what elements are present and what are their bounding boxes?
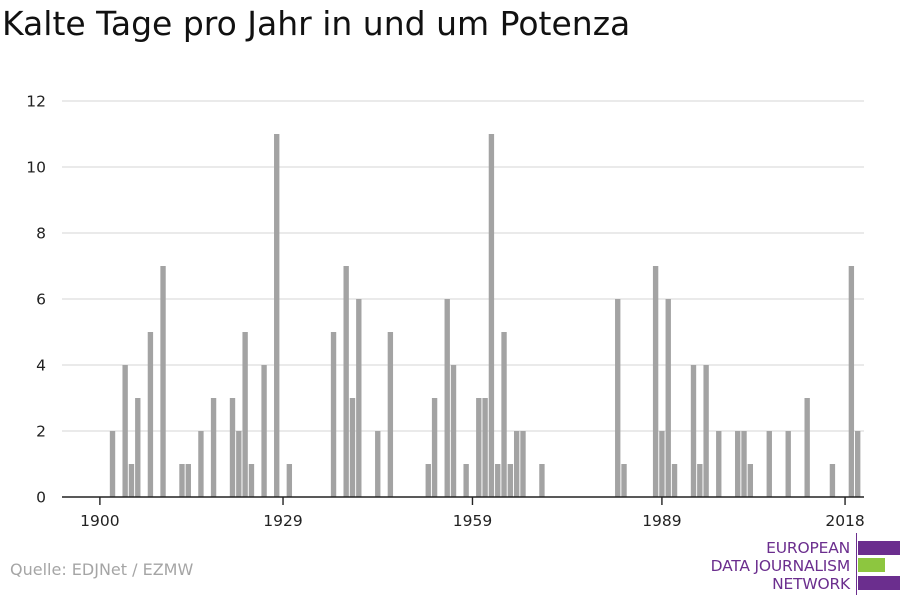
bar [716,431,722,497]
y-tick-label: 2 [36,423,46,441]
bar [242,332,248,497]
axes: 0 2 4 6 8 10 12 1900 1929 1959 1989 2018 [26,93,865,531]
bar [450,365,457,497]
bar [785,431,791,497]
logo-divider [856,533,857,595]
logo-bar-middle [858,558,885,572]
bar [747,464,754,497]
x-tick-label: 2018 [825,512,864,530]
bar [274,134,280,497]
bar [741,431,747,497]
bar [690,365,697,497]
y-tick-label: 0 [36,489,46,507]
bar [697,464,703,497]
bar [160,266,166,497]
bar [848,266,855,497]
bar [356,299,362,497]
bar [615,299,621,497]
bar [431,398,438,497]
bar [387,332,394,497]
bar [135,398,141,497]
x-tick-label: 1959 [453,512,492,530]
bar [507,464,514,497]
x-tick-label: 1929 [263,512,302,530]
logo-text: EUROPEAN DATA JOURNALISM NETWORK [710,539,851,593]
bar [109,431,116,497]
logo-line-2: DATA JOURNALISM [710,557,851,575]
bar [122,365,128,497]
y-tick-label: 12 [26,93,46,111]
bars [109,134,861,497]
logo-bar-bottom [858,576,900,590]
logo-line-3: NETWORK [772,575,850,593]
bar [210,398,217,497]
bar [248,464,255,497]
bar [286,464,293,497]
logo-line-1: EUROPEAN [766,539,850,557]
bar [829,464,836,497]
edjnet-logo: EUROPEAN DATA JOURNALISM NETWORK [700,533,900,595]
bar [621,464,627,497]
bar [444,299,450,497]
x-tick-label: 1989 [642,512,681,530]
bar [236,431,242,497]
bar [349,398,356,497]
y-tick-label: 8 [36,225,46,243]
x-tick-label: 1900 [80,512,119,530]
bar [147,332,154,497]
bar [735,431,741,497]
bar [482,398,488,497]
bar [703,365,709,497]
bar [185,464,191,497]
bar [520,431,526,497]
y-tick-label: 4 [36,357,46,375]
bar [229,398,236,497]
bar [488,134,495,497]
bar [766,431,772,497]
bar [855,431,861,497]
bar [513,431,520,497]
bar [179,464,185,497]
bar [665,299,671,497]
bar [539,464,545,497]
gridlines [62,100,864,432]
bar [495,464,501,497]
y-tick-label: 10 [26,159,46,177]
bar [671,464,678,497]
chart-title: Kalte Tage pro Jahr in und um Potenza [2,4,631,43]
bar [659,431,665,497]
bar [375,431,381,497]
y-tick-label: 6 [36,291,46,309]
bar [463,464,469,497]
logo-bar-top [858,541,900,555]
source-note: Quelle: EDJNet / EZMW [10,560,194,579]
bar [198,431,204,497]
bar [330,332,337,497]
bar [261,365,267,497]
bar [652,266,659,497]
bar [128,464,135,497]
bar [804,398,810,497]
bar [343,266,349,497]
bar [425,464,431,497]
bar [476,398,482,497]
bar [501,332,507,497]
